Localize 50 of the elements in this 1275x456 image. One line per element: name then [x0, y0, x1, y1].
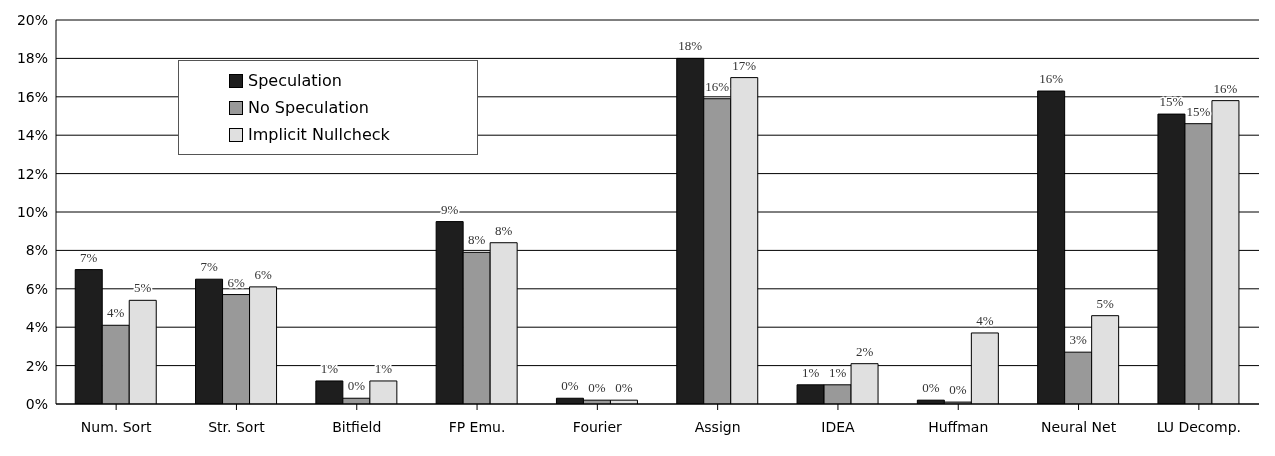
y-tick-label: 12% [16, 165, 48, 182]
legend-label: No Speculation [248, 97, 369, 119]
y-tick-label: 6% [25, 280, 48, 297]
data-label: 4% [107, 305, 125, 321]
data-label: 4% [976, 312, 994, 328]
x-tick-label: Num. Sort [80, 418, 152, 435]
data-label: 1% [801, 364, 820, 380]
x-tick-label: FP Emu. [448, 418, 506, 435]
x-tick-label: Str. Sort [208, 418, 266, 435]
data-label: 15% [1159, 94, 1184, 110]
y-tick-label: 16% [16, 88, 48, 105]
data-label: 17% [732, 57, 757, 73]
data-label: 8% [494, 222, 513, 238]
data-label: 0% [588, 380, 606, 396]
data-label: 3% [1069, 332, 1087, 348]
data-label: 15% [1186, 103, 1211, 119]
data-label: 0% [561, 378, 579, 394]
data-label: 16% [1213, 80, 1238, 96]
x-tick-label: Huffman [928, 418, 989, 435]
x-tick-label: Neural Net [1040, 418, 1117, 435]
y-tick-label: 2% [25, 357, 48, 374]
x-tick-label: Fourier [572, 418, 623, 435]
x-tick-label: Bitfield [332, 418, 382, 435]
y-tick-label: 18% [16, 50, 48, 67]
data-label: 1% [828, 364, 847, 380]
y-tick-label: 14% [16, 127, 48, 144]
legend-label: Implicit Nullcheck [248, 124, 390, 146]
y-tick-label: 20% [16, 11, 48, 28]
data-label: 6% [227, 274, 245, 290]
data-label: 6% [254, 266, 272, 282]
data-label: 2% [855, 343, 874, 359]
data-label: 0% [615, 380, 633, 396]
data-label: 16% [705, 78, 730, 94]
data-label: 18% [678, 38, 703, 54]
data-label: 16% [1039, 71, 1064, 87]
data-label: 5% [1096, 295, 1114, 311]
data-label: 0% [347, 378, 366, 394]
data-label: 7% [80, 249, 98, 265]
data-label: 7% [200, 259, 218, 275]
y-tick-label: 4% [25, 319, 48, 336]
x-tick-label: LU Decomp. [1156, 418, 1242, 435]
data-label: 0% [922, 380, 940, 396]
y-tick-label: 10% [16, 203, 48, 220]
data-label: 8% [467, 232, 486, 248]
y-tick-label: 0% [25, 395, 48, 412]
y-tick-label: 8% [25, 242, 48, 259]
x-tick-label: IDEA [821, 418, 856, 435]
x-tick-label: Assign [694, 418, 741, 435]
legend-label: Speculation [248, 70, 342, 92]
data-label: 0% [949, 382, 967, 398]
